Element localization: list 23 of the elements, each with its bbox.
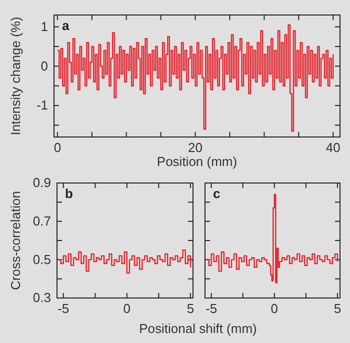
chart-title: a xyxy=(62,18,70,33)
y-tick-label: 0.9 xyxy=(32,175,51,190)
x-axis-title: Position (mm) xyxy=(156,154,238,169)
x-tick-label: 40 xyxy=(326,140,340,156)
x-tick-label: 0 xyxy=(54,140,62,156)
y-tick-label: 1 xyxy=(40,18,48,34)
x-tick-label: -5 xyxy=(206,301,218,316)
x-axis-title: Positional shift (mm) xyxy=(139,321,257,336)
chart-title: c xyxy=(213,186,220,201)
y-tick-label: 0.7 xyxy=(32,213,51,228)
x-tick-label: 5 xyxy=(334,301,342,316)
y-tick-label: -1 xyxy=(36,98,48,113)
y-tick-label: 0 xyxy=(40,58,48,74)
x-tick-label: 5 xyxy=(186,301,194,316)
x-tick-label: 0 xyxy=(123,301,131,316)
y-tick-label: 0.3 xyxy=(32,290,51,306)
x-tick-label: 0 xyxy=(270,301,278,316)
chart-title: b xyxy=(65,186,73,201)
x-tick-label: -5 xyxy=(58,301,70,316)
x-tick-label: 20 xyxy=(188,140,203,156)
y-axis-title: Intensity change (%) xyxy=(8,16,23,136)
y-tick-label: 0.5 xyxy=(32,252,51,267)
y-axis-title: Cross-correlation xyxy=(8,191,23,290)
